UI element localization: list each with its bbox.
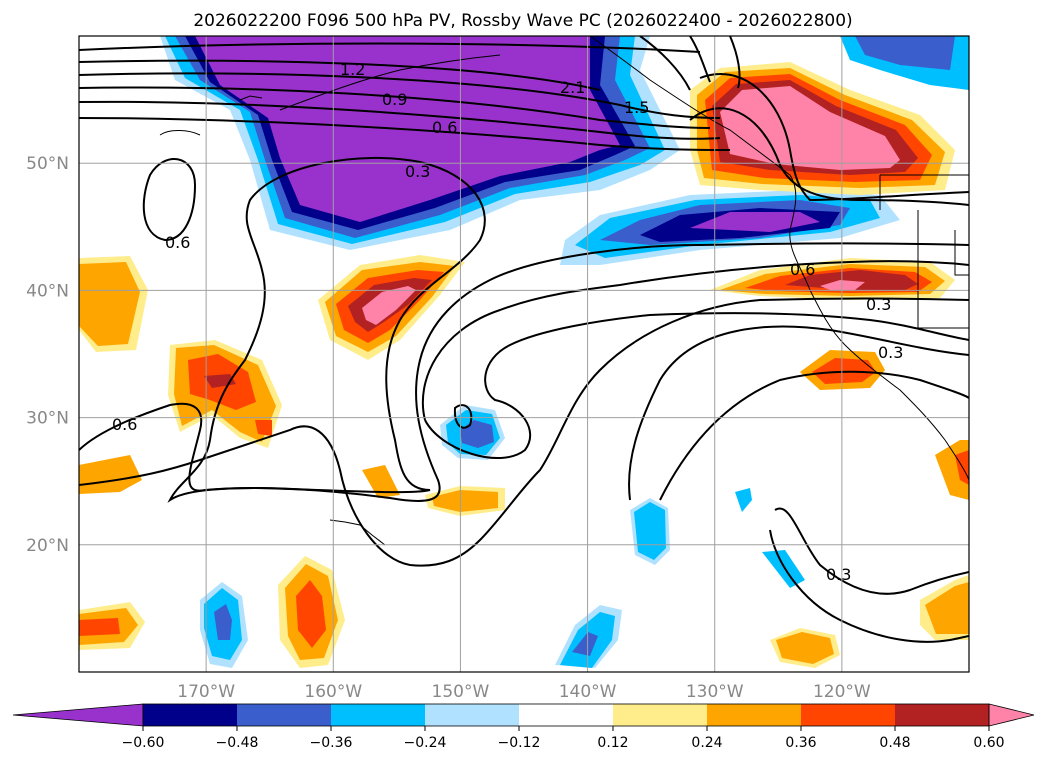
contour-label: 0.6: [432, 118, 457, 137]
colorbar: −0.60 −0.48 −0.36 −0.24 −0.12 0.12 0.24 0.36 0.4…: [12, 703, 1035, 751]
pv-contours: [79, 36, 969, 643]
positive-anomaly-northeast: [690, 62, 955, 195]
colorbar-segment: [237, 704, 331, 726]
contour-label: 1.5: [624, 98, 649, 117]
coastlines: [159, 36, 969, 546]
lat-tick-label: 50°N: [26, 154, 69, 174]
contour-label: 0.3: [878, 343, 903, 362]
contour-label: 0.3: [866, 295, 891, 314]
colorbar-extend-high: [988, 703, 1035, 727]
contour-label: 1.2: [340, 60, 365, 79]
contour-label: 0.6: [165, 233, 190, 252]
lon-tick-label: 150°W: [432, 682, 490, 702]
lon-tick-label: 130°W: [686, 682, 744, 702]
gridlines: [79, 36, 969, 672]
lon-tick-label: 170°W: [177, 682, 235, 702]
positive-anomaly-west: [79, 256, 969, 668]
contour-label: 2.1: [560, 78, 585, 97]
contour-label: 0.6: [790, 260, 815, 279]
positive-anomaly-central: [318, 255, 465, 360]
colorbar-tick-label: 0.48: [879, 735, 910, 751]
lon-tick-label: 120°W: [813, 682, 871, 702]
contour-label: 0.6: [112, 415, 137, 434]
contour-label: 0.3: [405, 162, 430, 181]
lon-tick-label: 140°W: [559, 682, 617, 702]
map-frame: [78, 35, 970, 673]
colorbar-tick-label: −0.24: [404, 735, 447, 751]
lat-tick-label: 40°N: [26, 281, 69, 301]
map-panel: 2.1 1.5 1.2 0.9 0.6 0.3 0.6 0.6 0.6 0.3 …: [26, 35, 970, 702]
longitude-labels: 170°W 160°W 150°W 140°W 130°W 120°W: [177, 682, 871, 702]
colorbar-segment: [519, 704, 613, 726]
colorbar-segment: [143, 704, 237, 726]
lon-tick-label: 160°W: [304, 682, 362, 702]
colorbar-tick-label: −0.60: [122, 735, 165, 751]
contour-labels: 2.1 1.5 1.2 0.9 0.6 0.3 0.6 0.6 0.6 0.3 …: [112, 60, 903, 584]
colorbar-tick-label: −0.36: [310, 735, 353, 751]
contour-label: 0.9: [382, 90, 407, 109]
lat-tick-label: 30°N: [26, 409, 69, 429]
colorbar-tick-label: −0.12: [498, 735, 541, 751]
colorbar-segment: [331, 704, 425, 726]
colorbar-frame: [142, 703, 990, 727]
contour-label: 0.3: [826, 565, 851, 584]
colorbar-tick-label: 0.60: [973, 735, 1004, 751]
figure-title: 2026022200 F096 500 hPa PV, Rossby Wave …: [193, 11, 852, 31]
positive-anomaly-california: [710, 258, 955, 300]
colorbar-segment: [425, 704, 519, 726]
latitude-labels: 50°N 40°N 30°N 20°N: [26, 154, 69, 556]
colorbar-tick-label: 0.36: [785, 735, 816, 751]
colorbar-tick-label: −0.48: [216, 735, 259, 751]
colorbar-tick-label: 0.12: [597, 735, 628, 751]
lat-tick-label: 20°N: [26, 536, 69, 556]
pv-anomaly-fill: 2.1 1.5 1.2 0.9 0.6 0.3 0.6 0.6 0.6 0.3 …: [79, 36, 969, 668]
colorbar-tick-label: 0.24: [691, 735, 722, 751]
colorbar-extend-low: [12, 703, 144, 727]
colorbar-segment: [895, 704, 989, 726]
colorbar-segment: [707, 704, 801, 726]
colorbar-segment: [613, 704, 707, 726]
colorbar-segment: [801, 704, 895, 726]
